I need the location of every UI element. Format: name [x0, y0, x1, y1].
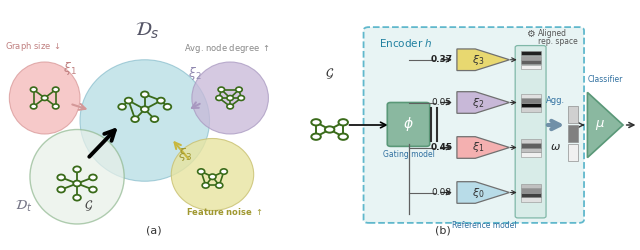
Bar [520, 152, 541, 156]
Text: $\mu$: $\mu$ [595, 118, 605, 132]
Text: Classifier: Classifier [588, 76, 623, 84]
Circle shape [238, 96, 244, 100]
Bar [520, 148, 541, 152]
Ellipse shape [30, 130, 124, 224]
Circle shape [227, 96, 234, 100]
Circle shape [131, 116, 139, 122]
Text: 0.08: 0.08 [431, 188, 452, 197]
Text: $\mathcal{D}_s$: $\mathcal{D}_s$ [136, 20, 160, 41]
Polygon shape [457, 49, 509, 70]
Text: 0.45: 0.45 [431, 143, 452, 152]
Bar [520, 197, 541, 202]
Bar [520, 184, 541, 188]
Circle shape [218, 87, 225, 92]
Circle shape [73, 180, 81, 186]
Circle shape [52, 104, 59, 109]
Circle shape [339, 119, 348, 126]
Text: Agg.: Agg. [547, 96, 566, 105]
Bar [520, 64, 541, 69]
Circle shape [311, 134, 321, 140]
Bar [568, 144, 578, 161]
Circle shape [52, 87, 59, 92]
Circle shape [42, 96, 48, 100]
Polygon shape [457, 137, 509, 158]
Text: $\xi_3$: $\xi_3$ [177, 146, 191, 163]
Text: $\mathcal{G}$: $\mathcal{G}$ [84, 199, 93, 213]
Bar [520, 107, 541, 112]
Polygon shape [457, 182, 509, 203]
Text: (b): (b) [435, 225, 451, 235]
Ellipse shape [192, 62, 268, 134]
Text: Encoder $h$: Encoder $h$ [379, 37, 433, 49]
Circle shape [220, 169, 227, 174]
Circle shape [30, 87, 37, 92]
Ellipse shape [172, 138, 253, 210]
Circle shape [216, 96, 222, 100]
Text: (a): (a) [146, 225, 161, 235]
FancyBboxPatch shape [364, 27, 584, 223]
Circle shape [198, 169, 205, 174]
FancyBboxPatch shape [387, 102, 429, 146]
Bar [520, 139, 541, 143]
Bar [520, 56, 541, 60]
Bar [568, 125, 578, 142]
Circle shape [150, 116, 158, 122]
Text: Reference model: Reference model [452, 220, 516, 230]
Text: $\phi$: $\phi$ [403, 115, 414, 133]
Circle shape [325, 126, 334, 133]
FancyBboxPatch shape [515, 46, 546, 218]
Circle shape [58, 174, 65, 180]
Text: $\xi_2$: $\xi_2$ [188, 65, 202, 82]
Circle shape [89, 174, 97, 180]
Circle shape [339, 134, 348, 140]
Bar [568, 106, 578, 123]
Circle shape [236, 87, 242, 92]
Text: Feature noise $\uparrow$: Feature noise $\uparrow$ [186, 206, 262, 217]
Circle shape [58, 187, 65, 192]
Circle shape [227, 104, 234, 109]
Text: Avg. node degree $\uparrow$: Avg. node degree $\uparrow$ [184, 42, 270, 55]
Bar [520, 143, 541, 148]
Text: $\omega$: $\omega$ [550, 142, 561, 152]
Text: $\mathcal{D}_t$: $\mathcal{D}_t$ [15, 198, 33, 214]
Text: $\mathcal{G}$: $\mathcal{G}$ [325, 66, 334, 80]
Text: $\xi_3$: $\xi_3$ [472, 53, 484, 67]
Circle shape [73, 195, 81, 200]
Polygon shape [457, 92, 509, 113]
Text: $\xi_2$: $\xi_2$ [472, 96, 484, 110]
Ellipse shape [80, 60, 209, 181]
Circle shape [202, 183, 209, 188]
Circle shape [141, 92, 148, 97]
Ellipse shape [10, 62, 80, 134]
Bar [520, 193, 541, 197]
Circle shape [311, 119, 321, 126]
Bar [520, 51, 541, 55]
Circle shape [73, 166, 81, 172]
Bar [520, 98, 541, 102]
Text: rep. space: rep. space [538, 37, 578, 46]
Bar [520, 60, 541, 64]
Text: ⚙: ⚙ [527, 29, 535, 39]
Text: 0.05: 0.05 [431, 98, 452, 107]
Text: $\xi_0$: $\xi_0$ [472, 186, 484, 200]
Text: Gating model: Gating model [383, 150, 435, 159]
Bar [520, 103, 541, 107]
Circle shape [125, 98, 132, 103]
Polygon shape [588, 92, 623, 158]
Bar [520, 94, 541, 98]
Circle shape [216, 183, 223, 188]
Circle shape [209, 174, 216, 180]
Bar [520, 188, 541, 192]
Text: $\xi_1$: $\xi_1$ [63, 60, 77, 77]
Circle shape [89, 187, 97, 192]
Text: Graph size $\downarrow$: Graph size $\downarrow$ [4, 40, 61, 53]
Circle shape [164, 104, 172, 110]
Text: Aligned: Aligned [538, 29, 567, 38]
Circle shape [157, 98, 164, 103]
Text: 0.37: 0.37 [431, 55, 452, 64]
Text: $\xi_1$: $\xi_1$ [472, 140, 484, 154]
Circle shape [30, 104, 37, 109]
Circle shape [141, 106, 148, 112]
Circle shape [118, 104, 126, 110]
